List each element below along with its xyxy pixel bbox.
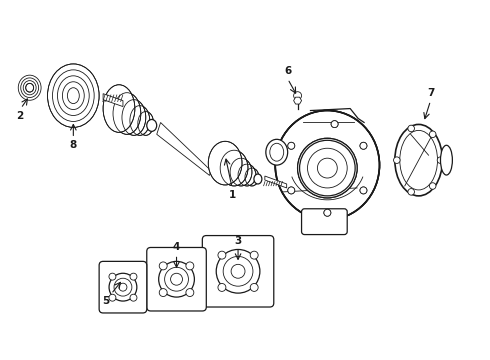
Ellipse shape — [48, 64, 99, 127]
Ellipse shape — [276, 112, 378, 219]
Text: 7: 7 — [427, 88, 434, 98]
Text: 3: 3 — [234, 235, 242, 246]
Ellipse shape — [130, 105, 150, 135]
Circle shape — [408, 125, 415, 132]
Ellipse shape — [238, 164, 256, 186]
Circle shape — [250, 251, 258, 259]
Text: 1: 1 — [228, 190, 236, 200]
Circle shape — [294, 92, 301, 100]
Circle shape — [109, 273, 137, 301]
Circle shape — [250, 283, 258, 291]
Circle shape — [186, 262, 194, 270]
Ellipse shape — [254, 174, 262, 184]
Ellipse shape — [62, 82, 84, 109]
Circle shape — [109, 273, 116, 280]
Circle shape — [360, 187, 367, 194]
Circle shape — [288, 142, 295, 149]
Ellipse shape — [113, 93, 141, 134]
Polygon shape — [103, 94, 123, 107]
Text: 2: 2 — [16, 111, 24, 121]
Circle shape — [288, 187, 295, 194]
Ellipse shape — [245, 168, 259, 186]
FancyBboxPatch shape — [147, 247, 206, 311]
FancyBboxPatch shape — [202, 235, 274, 307]
Circle shape — [130, 294, 137, 301]
Ellipse shape — [52, 70, 94, 121]
Ellipse shape — [57, 76, 89, 116]
FancyBboxPatch shape — [301, 209, 347, 235]
Circle shape — [159, 289, 167, 297]
Ellipse shape — [147, 120, 157, 131]
Ellipse shape — [266, 139, 288, 165]
Text: 6: 6 — [284, 66, 291, 76]
Circle shape — [331, 121, 338, 127]
Ellipse shape — [25, 84, 34, 92]
Ellipse shape — [103, 85, 135, 132]
Circle shape — [297, 138, 357, 198]
Circle shape — [218, 283, 226, 291]
Ellipse shape — [220, 150, 248, 186]
Circle shape — [324, 209, 331, 216]
Ellipse shape — [395, 125, 442, 196]
Circle shape — [429, 131, 436, 138]
Circle shape — [288, 142, 295, 149]
Ellipse shape — [122, 100, 146, 135]
Ellipse shape — [441, 145, 452, 175]
Circle shape — [429, 183, 436, 189]
Circle shape — [297, 138, 357, 198]
Polygon shape — [206, 239, 270, 303]
Circle shape — [331, 121, 338, 127]
Text: 5: 5 — [102, 296, 110, 306]
Circle shape — [159, 261, 195, 297]
Circle shape — [324, 209, 331, 216]
Polygon shape — [157, 122, 211, 175]
Ellipse shape — [68, 88, 79, 104]
Ellipse shape — [230, 158, 252, 186]
Text: 8: 8 — [70, 140, 77, 150]
FancyBboxPatch shape — [99, 261, 147, 313]
Circle shape — [437, 157, 444, 163]
Circle shape — [109, 294, 116, 301]
Text: 4: 4 — [173, 243, 180, 252]
Circle shape — [186, 289, 194, 297]
Circle shape — [393, 157, 400, 163]
Circle shape — [288, 187, 295, 194]
Circle shape — [130, 273, 137, 280]
Circle shape — [408, 189, 415, 195]
Circle shape — [216, 249, 260, 293]
Circle shape — [360, 142, 367, 149]
Polygon shape — [265, 176, 287, 188]
Polygon shape — [294, 97, 301, 104]
Ellipse shape — [208, 141, 242, 185]
Ellipse shape — [275, 111, 379, 220]
Circle shape — [218, 251, 226, 259]
Circle shape — [360, 187, 367, 194]
Circle shape — [360, 142, 367, 149]
Circle shape — [159, 262, 167, 270]
Ellipse shape — [138, 112, 154, 135]
